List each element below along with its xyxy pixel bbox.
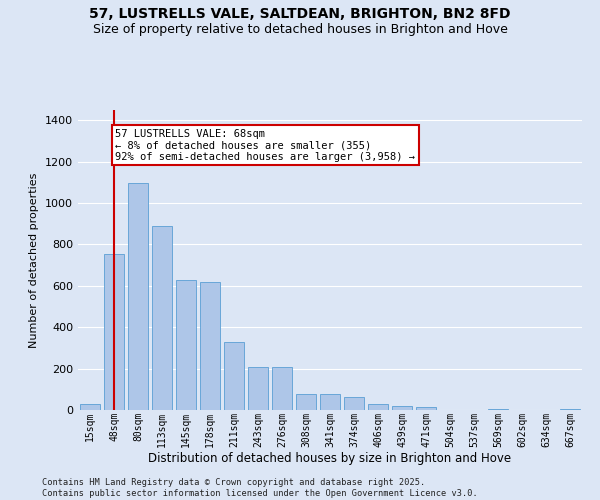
Bar (224, 342, 244, 410)
Bar (488, 409, 508, 410)
Bar (152, 226, 172, 410)
Bar (248, 366, 268, 410)
Bar (560, 409, 580, 410)
Bar (392, 406, 412, 410)
Bar (320, 394, 340, 410)
Bar (176, 280, 196, 410)
X-axis label: Distribution of detached houses by size in Brighton and Hove: Distribution of detached houses by size … (148, 452, 512, 465)
Bar (128, 184, 148, 410)
Text: Contains HM Land Registry data © Crown copyright and database right 2025.
Contai: Contains HM Land Registry data © Crown c… (42, 478, 478, 498)
Bar (104, 254, 124, 410)
Bar (272, 366, 292, 410)
Bar (368, 404, 388, 410)
Bar (80, 404, 100, 410)
Bar (200, 282, 220, 410)
Text: Size of property relative to detached houses in Brighton and Hove: Size of property relative to detached ho… (92, 22, 508, 36)
Text: 57, LUSTRELLS VALE, SALTDEAN, BRIGHTON, BN2 8FD: 57, LUSTRELLS VALE, SALTDEAN, BRIGHTON, … (89, 8, 511, 22)
Bar (344, 396, 364, 410)
Y-axis label: Number of detached properties: Number of detached properties (29, 172, 40, 348)
Text: 57 LUSTRELLS VALE: 68sqm
← 8% of detached houses are smaller (355)
92% of semi-d: 57 LUSTRELLS VALE: 68sqm ← 8% of detache… (115, 128, 415, 162)
Bar (296, 394, 316, 410)
Bar (416, 407, 436, 410)
